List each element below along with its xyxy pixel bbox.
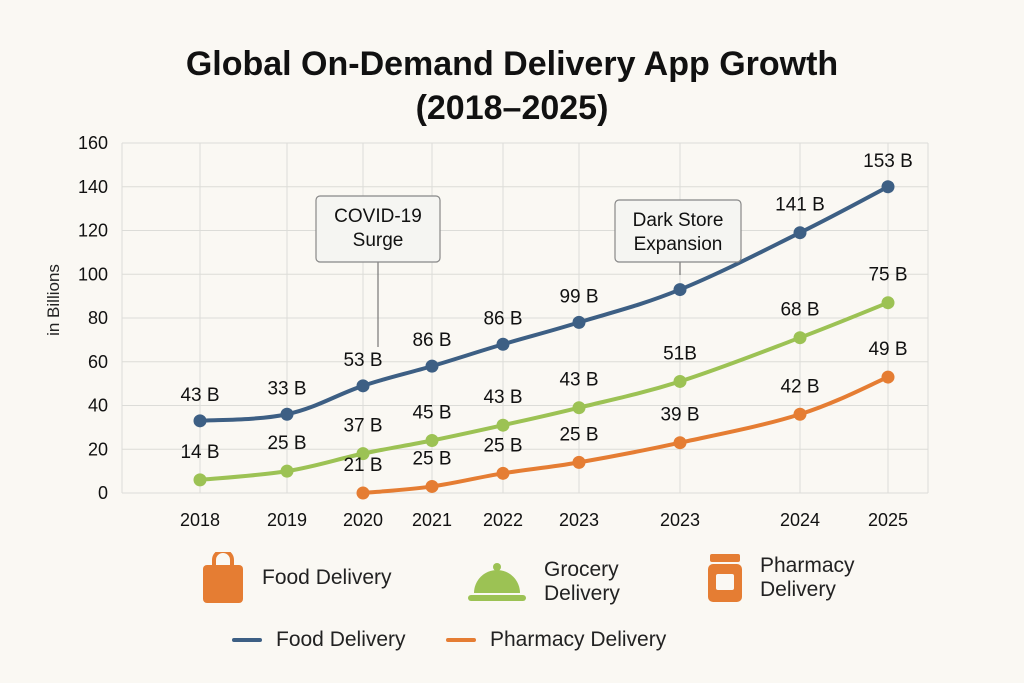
annotation-text: Surge: [353, 230, 404, 251]
data-point-grocery: [881, 296, 895, 310]
y-tick-label: 60: [88, 352, 108, 372]
x-tick-label: 2020: [343, 510, 383, 530]
data-point-pharmacy: [425, 479, 439, 493]
legend-food-delivery-label: Food Delivery: [262, 566, 392, 589]
data-label-food: 86 B: [483, 308, 522, 329]
data-point-food: [356, 379, 370, 393]
annotation-text: COVID-19: [334, 206, 422, 227]
data-point-grocery: [425, 434, 439, 447]
data-label-food: 43 B: [180, 385, 219, 406]
x-tick-label: 2023: [559, 510, 599, 530]
series-line-food: [198, 184, 890, 423]
y-tick-label: 0: [98, 483, 108, 503]
data-point-pharmacy: [356, 486, 370, 500]
data-point-food: [496, 337, 510, 351]
data-label-pharmacy: 25 B: [483, 435, 522, 456]
line-legend-pharmacy: Pharmacy Delivery: [446, 628, 666, 652]
pill-bottle-icon: [708, 554, 742, 602]
data-label-grocery: 14 B: [180, 442, 219, 463]
data-point-food: [280, 407, 294, 421]
legend-pharmacy-delivery: Pharmacy Delivery: [708, 554, 870, 602]
y-tick-label: 140: [78, 177, 108, 197]
y-tick-label: 120: [78, 221, 108, 241]
data-label-pharmacy: 25 B: [412, 448, 451, 469]
data-label-pharmacy: 49 B: [868, 339, 907, 360]
data-label-grocery: 43 B: [559, 370, 598, 391]
legend-pharmacy-delivery-label: Pharmacy Delivery: [760, 554, 855, 601]
y-tick-label: 80: [88, 308, 108, 328]
annotation-box: [315, 195, 441, 263]
data-point-grocery: [572, 401, 586, 415]
data-point-grocery: [280, 464, 294, 478]
data-label-food: 86 B: [412, 330, 451, 351]
data-point-grocery: [793, 331, 807, 345]
cloche-icon: [468, 563, 526, 601]
data-point-pharmacy: [793, 407, 807, 421]
legend-grocery-delivery: Grocery Delivery: [468, 558, 640, 606]
chart-title-line-1: Global On-Demand Delivery App Growth: [185, 45, 839, 83]
annotation-box: [614, 199, 742, 263]
data-point-pharmacy: [673, 436, 687, 450]
line-legend-food: Food Delivery: [232, 628, 406, 652]
data-label-grocery: 45 B: [412, 403, 451, 424]
x-tick-label: 2022: [483, 510, 523, 530]
data-label-pharmacy: 21 B: [343, 455, 382, 476]
data-label-grocery: 43 B: [483, 387, 522, 408]
data-label-food: 53 B: [343, 350, 382, 371]
data-point-pharmacy: [572, 455, 586, 469]
x-tick-label: 2023: [660, 510, 700, 530]
data-label-food: 99 B: [559, 286, 598, 307]
legend-food-delivery: Food Delivery: [202, 552, 392, 604]
data-label-grocery: 25 B: [267, 433, 306, 454]
data-label-food: 153 B: [863, 151, 913, 172]
data-point-food: [881, 180, 895, 194]
line-legend-pharmacy-swatch: [446, 638, 476, 642]
annotation-text: Expansion: [634, 234, 723, 255]
data-label-food: 33 B: [267, 378, 306, 399]
x-tick-label: 2018: [180, 510, 220, 530]
data-point-food: [793, 226, 807, 240]
y-tick-label: 160: [78, 133, 108, 153]
data-point-food: [193, 414, 207, 428]
data-point-pharmacy: [881, 370, 895, 384]
data-label-grocery: 37 B: [343, 416, 382, 437]
line-legend-pharmacy-label: Pharmacy Delivery: [490, 628, 667, 651]
data-label-pharmacy: 25 B: [559, 424, 598, 445]
data-point-grocery: [496, 418, 510, 432]
data-label-grocery: 68 B: [780, 300, 819, 321]
data-point-grocery: [356, 447, 370, 461]
data-point-food: [572, 315, 586, 329]
data-point-food: [425, 359, 439, 373]
legend-grocery-delivery-label: Grocery Delivery: [544, 558, 620, 605]
annotation-text: Dark Store: [633, 210, 724, 231]
data-point-pharmacy: [496, 466, 510, 480]
series-line-grocery: [198, 300, 890, 482]
y-tick-label: 20: [88, 439, 108, 459]
data-point-grocery: [193, 473, 207, 487]
x-tick-label: 2021: [412, 510, 452, 530]
data-point-grocery: [673, 374, 687, 388]
x-tick-label: 2025: [868, 510, 908, 530]
x-tick-label: 2024: [780, 510, 820, 530]
line-legend-food-label: Food Delivery: [276, 628, 406, 651]
chart-title-line-2: (2018–2025): [415, 89, 609, 127]
x-tick-label: 2019: [267, 510, 307, 530]
data-label-pharmacy: 42 B: [780, 376, 819, 397]
line-legend-food-swatch: [232, 638, 262, 642]
data-label-grocery: 75 B: [868, 265, 907, 286]
data-label-pharmacy: 39 B: [660, 405, 699, 426]
data-label-grocery: 51B: [663, 343, 697, 364]
shopping-bag-icon: [203, 552, 243, 603]
data-label-food: 141 B: [775, 195, 825, 216]
data-point-food: [673, 283, 687, 297]
y-tick-label: 40: [88, 396, 108, 416]
chart-title: Global On-Demand Delivery App Growth (20…: [0, 42, 1024, 130]
y-tick-label: 100: [78, 264, 108, 284]
